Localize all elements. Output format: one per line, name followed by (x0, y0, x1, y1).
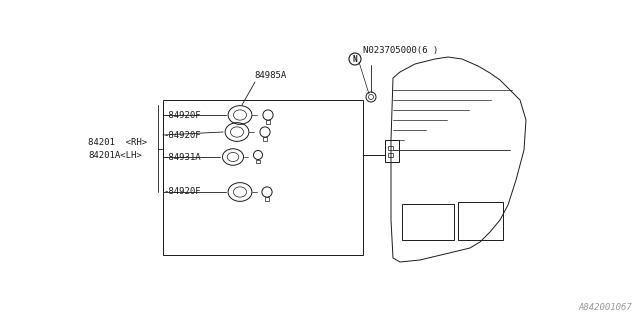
Text: -84931A: -84931A (163, 153, 200, 162)
Bar (263, 137, 267, 140)
Text: -84920F: -84920F (163, 188, 200, 196)
Bar (388, 146, 393, 150)
Text: 84201  <RH>: 84201 <RH> (88, 138, 147, 147)
Text: -84920F: -84920F (163, 131, 200, 140)
Text: N023705000(6 ): N023705000(6 ) (363, 46, 438, 55)
Bar (388, 153, 393, 157)
Text: N: N (353, 54, 357, 63)
Bar (265, 197, 269, 201)
Text: -84920F: -84920F (163, 110, 200, 119)
Bar (266, 120, 270, 124)
Bar (385, 140, 399, 162)
Bar (256, 159, 260, 163)
Bar (163, 100, 363, 255)
Bar (402, 204, 454, 240)
Text: 84201A<LH>: 84201A<LH> (88, 150, 141, 159)
Bar (458, 202, 503, 240)
Text: 84985A: 84985A (254, 71, 286, 80)
Text: A842001067: A842001067 (579, 303, 632, 312)
